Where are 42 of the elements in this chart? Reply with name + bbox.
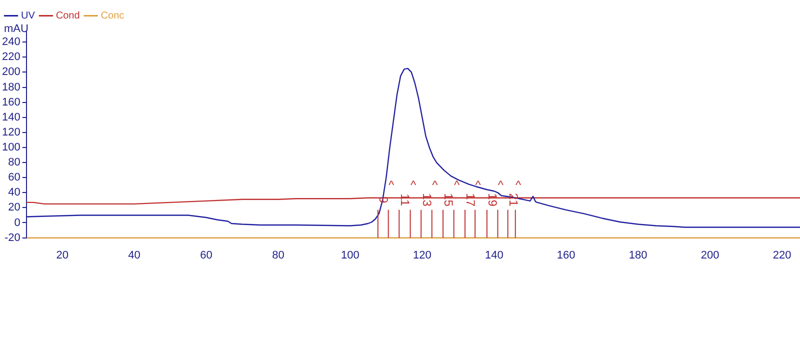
x-tick-label: 120 [412, 249, 432, 262]
annotation: 11 [398, 194, 412, 206]
annotation: 19 [486, 193, 500, 207]
x-tick-label: 200 [700, 249, 720, 262]
annotation: ^ [516, 178, 522, 192]
annotation: 15 [442, 193, 456, 207]
y-tick-label: 120 [2, 126, 20, 138]
y-axis-title: mAU [4, 22, 28, 35]
y-tick-label: 180 [2, 81, 20, 94]
y-tick-label: 0 [14, 216, 20, 229]
y-tick-label: 60 [8, 172, 20, 184]
y-tick-label: 20 [8, 202, 20, 214]
legend-label: UV [21, 10, 36, 22]
x-tick-label: 20 [56, 249, 68, 262]
y-tick-label: 220 [2, 51, 20, 64]
y-tick-label: 100 [2, 142, 20, 154]
x-tick-label: 100 [341, 249, 360, 262]
annotation: 21 [506, 193, 520, 207]
annotation: ^ [498, 178, 504, 192]
annotation: ^ [475, 178, 482, 192]
annotation: ^ [454, 178, 460, 192]
y-tick-label: 40 [8, 186, 20, 199]
y-tick-label: 80 [8, 156, 20, 169]
y-tick-label: -20 [4, 232, 20, 244]
x-tick-label: 60 [200, 249, 212, 262]
legend-label: Cond [56, 10, 80, 22]
y-tick-label: 140 [2, 111, 20, 124]
legend-label: Conc [100, 10, 124, 22]
y-tick-label: 200 [2, 66, 20, 78]
annotation: ^ [432, 178, 438, 192]
x-tick-label: 180 [628, 249, 648, 262]
annotation: 13 [420, 193, 434, 207]
annotation: ^ [410, 178, 416, 192]
x-tick-label: 160 [556, 249, 576, 262]
annotation: ^ [388, 178, 395, 192]
x-tick-label: 40 [128, 249, 140, 262]
x-tick-label: 80 [272, 249, 284, 262]
y-tick-label: 160 [2, 96, 20, 108]
x-tick-label: 220 [772, 249, 792, 262]
y-tick-label: 240 [2, 36, 20, 48]
x-tick-label: 140 [484, 249, 504, 262]
annotation: 17 [464, 193, 478, 207]
